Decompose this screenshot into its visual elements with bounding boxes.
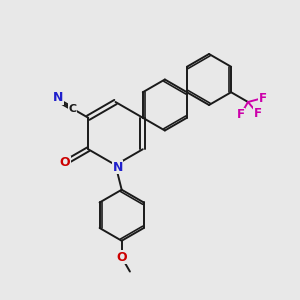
Text: F: F: [259, 92, 266, 105]
Text: N: N: [112, 160, 123, 174]
Text: O: O: [116, 251, 127, 264]
Text: C: C: [69, 104, 77, 114]
Text: F: F: [254, 107, 262, 120]
Text: F: F: [236, 109, 244, 122]
Text: O: O: [60, 156, 70, 170]
Text: N: N: [53, 91, 63, 104]
